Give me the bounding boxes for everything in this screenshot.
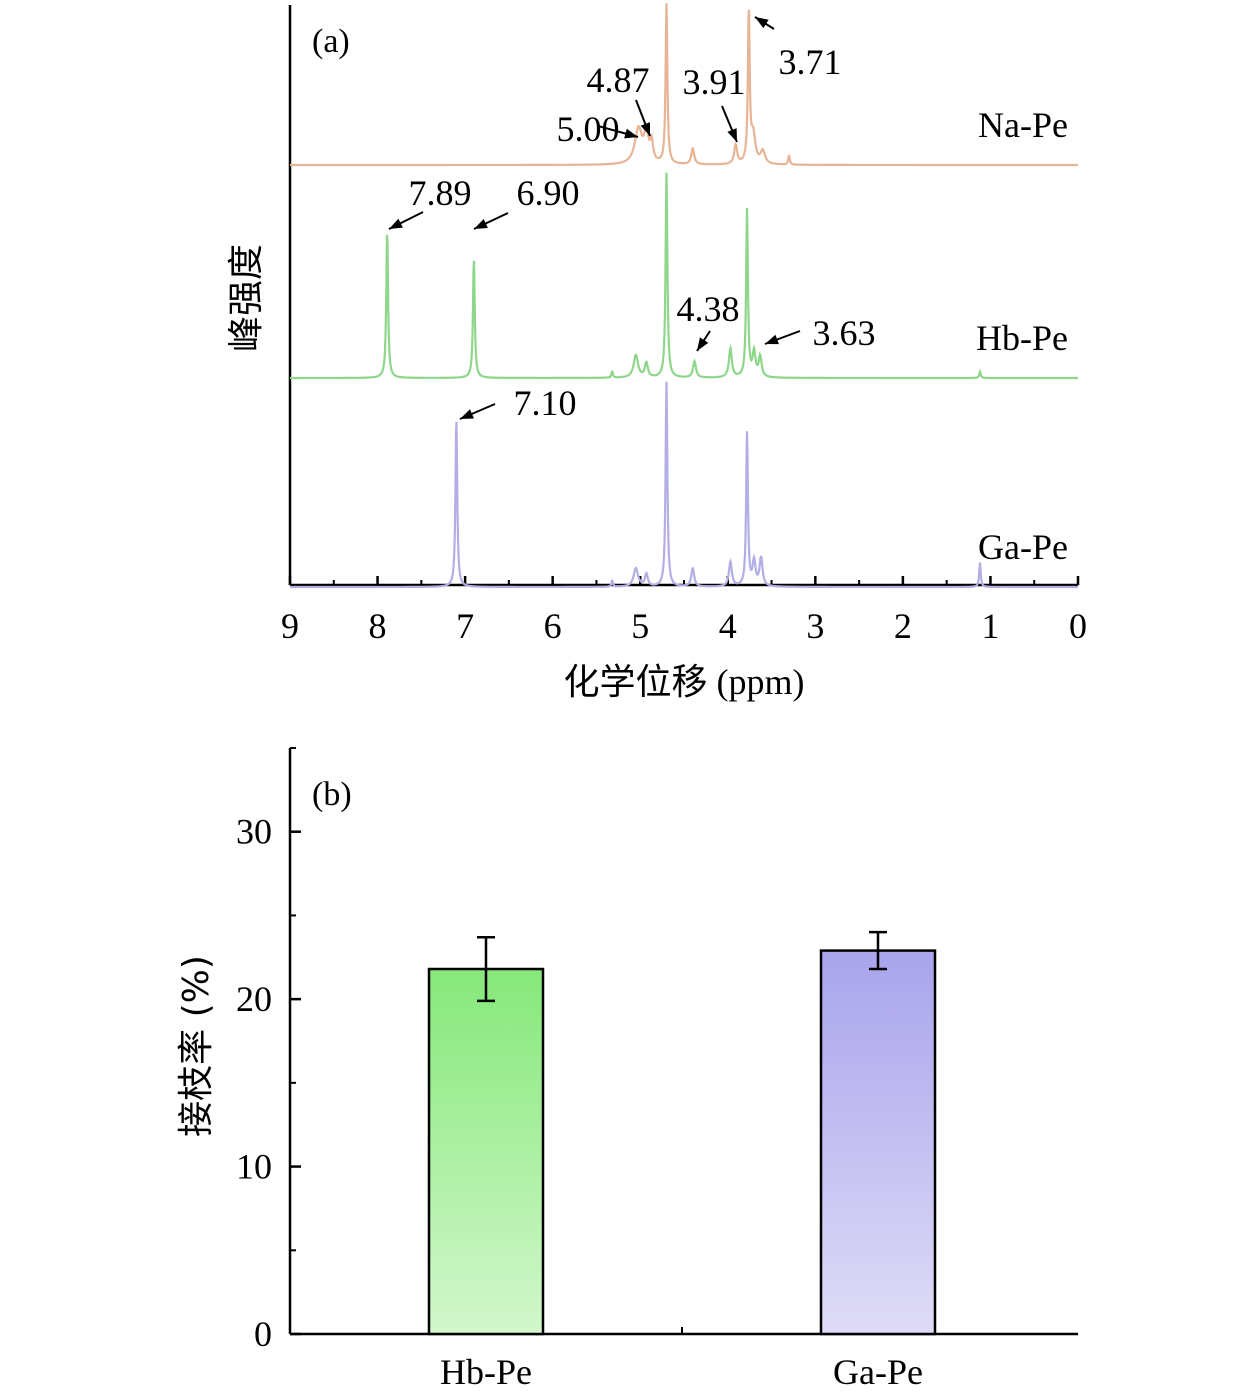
- series-line-ga-pe: [290, 381, 1078, 589]
- peak-annotation: 7.10: [514, 383, 577, 423]
- y-tick-label: 10: [236, 1147, 272, 1187]
- bar-hb-pe: [427, 967, 545, 1336]
- annotation-arrow: [635, 99, 651, 137]
- x-tick-label: 3: [806, 606, 824, 646]
- peak-annotation: 7.89: [409, 173, 472, 213]
- nmr-annotations: 5.004.87 3.91 3.717.89 6.904.383.637.10: [388, 16, 876, 423]
- y-tick-label: 0: [254, 1314, 272, 1354]
- arrow-head: [765, 334, 779, 345]
- x-tick-label: 8: [369, 606, 387, 646]
- annotation-arrow: [388, 211, 424, 230]
- series-line-na-pe: [290, 3, 1078, 167]
- annotation-arrow: [721, 105, 738, 143]
- panel-label-a: (a): [312, 23, 350, 60]
- bar-y-axis-label: 接枝率 (%): [176, 955, 217, 1137]
- arrow-head: [640, 122, 650, 136]
- annotation-arrow: [473, 212, 509, 230]
- bar-panel: (b) 接枝率 (%) 0 10 20 30 Hb-Pe Ga-Pe: [176, 747, 1078, 1392]
- peak-annotation: 3.63: [813, 313, 876, 353]
- peak-annotation: 4.38: [677, 289, 740, 329]
- annotation-arrow: [597, 125, 639, 139]
- series-label: Na-Pe: [978, 105, 1068, 145]
- nmr-panel: (a) 峰强度 化学位移 (ppm) 9 8 7 6 5 4 3 2 1 0 Na-Pe Hb-Pe…: [226, 3, 1087, 702]
- peak-annotation: 6.90: [517, 173, 580, 213]
- series-label: Hb-Pe: [976, 318, 1068, 358]
- arrow-head: [624, 128, 638, 139]
- y-tick-label: 20: [236, 979, 272, 1019]
- series-line-hb-pe: [290, 172, 1078, 380]
- nmr-y-axis-label: 峰强度: [226, 244, 267, 352]
- peak-annotation: 3.71: [779, 42, 842, 82]
- x-tick-label: 5: [631, 606, 649, 646]
- x-tick-label: 9: [281, 606, 299, 646]
- arrow-head: [697, 337, 709, 351]
- bar-bars: Hb-Pe Ga-Pe: [427, 930, 937, 1392]
- annotation-arrow: [764, 330, 801, 345]
- arrow-head: [727, 128, 737, 142]
- annotation-arrow: [754, 16, 775, 30]
- x-category-label: Ga-Pe: [833, 1352, 923, 1392]
- peak-annotation: 3.91: [683, 62, 746, 102]
- x-tick-label: 4: [719, 606, 737, 646]
- arrow-head: [755, 17, 769, 29]
- nmr-x-axis-label: 化学位移 (ppm): [564, 662, 805, 702]
- y-tick-label: 30: [236, 812, 272, 852]
- nmr-series: Na-Pe Hb-Pe Ga-Pe: [290, 3, 1078, 589]
- x-tick-label: 7: [456, 606, 474, 646]
- annotation-arrow: [696, 330, 711, 352]
- x-category-label: Hb-Pe: [440, 1352, 532, 1392]
- arrow-head: [389, 218, 403, 229]
- x-tick-label: 6: [544, 606, 562, 646]
- arrow-head: [474, 218, 488, 229]
- x-tick-label: 1: [981, 606, 999, 646]
- bar-ga-pe: [819, 949, 937, 1336]
- series-label: Ga-Pe: [978, 527, 1068, 567]
- x-tick-label: 0: [1069, 606, 1087, 646]
- x-tick-label: 2: [894, 606, 912, 646]
- bar-y-ticks: 0 10 20 30: [236, 747, 683, 1354]
- peak-annotation: 4.87: [587, 60, 650, 100]
- panel-label-b: (b): [312, 776, 352, 813]
- nmr-x-ticks: 9 8 7 6 5 4 3 2 1 0: [281, 576, 1087, 646]
- annotation-arrow: [459, 403, 496, 420]
- arrow-head: [460, 409, 474, 419]
